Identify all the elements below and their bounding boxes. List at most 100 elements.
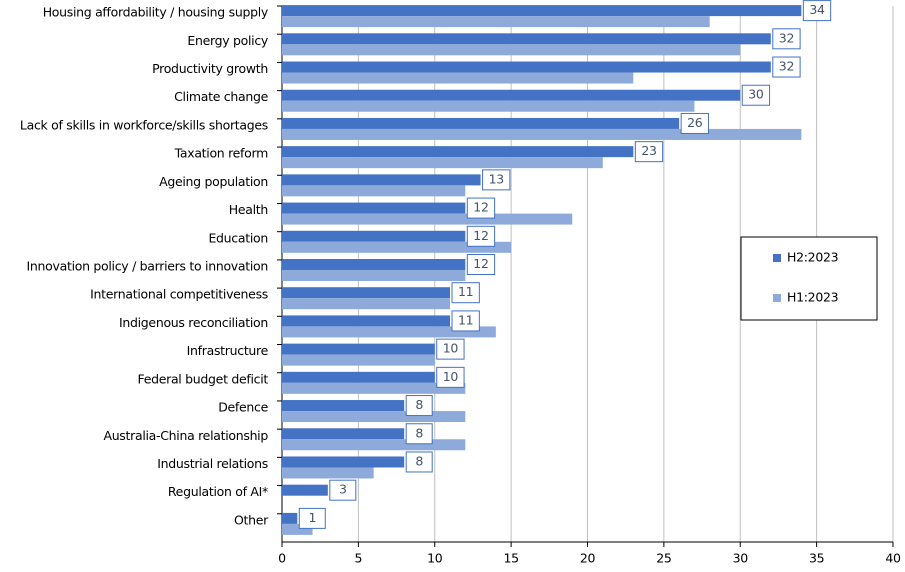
data-label-box	[405, 423, 433, 445]
y-tick-label: Health	[229, 202, 268, 217]
data-label: 12	[473, 256, 488, 271]
data-label-box	[329, 479, 357, 501]
data-label-box	[680, 112, 709, 134]
x-tick-label: 40	[885, 551, 901, 566]
data-label: 23	[641, 143, 656, 158]
data-label-box	[802, 0, 832, 22]
data-label-box	[436, 338, 465, 360]
data-label: 3	[339, 482, 347, 497]
data-label: 11	[458, 284, 473, 299]
y-tick-label: Defence	[218, 400, 268, 415]
y-tick-label: Indigenous reconciliation	[119, 315, 268, 330]
y-tick-label: Innovation policy / barriers to innovati…	[27, 259, 268, 274]
data-label: 8	[415, 397, 423, 412]
data-label: 32	[779, 59, 794, 74]
data-label: 11	[458, 312, 473, 327]
data-label-box	[482, 169, 511, 191]
y-tick-label: Industrial relations	[157, 456, 268, 471]
legend-label: H2:2023	[787, 250, 838, 265]
bar	[282, 5, 802, 17]
y-tick-label: Climate change	[174, 89, 268, 104]
y-tick-label: Education	[208, 230, 268, 245]
y-tick-label: Other	[234, 512, 269, 527]
bar	[282, 354, 435, 366]
bar	[282, 16, 710, 28]
data-label: 8	[415, 425, 423, 440]
data-label-box	[772, 56, 801, 78]
data-label: 10	[443, 341, 459, 356]
bar	[282, 33, 771, 45]
data-label-box	[451, 310, 480, 332]
legend-box	[740, 236, 878, 321]
bar	[282, 343, 435, 355]
data-label-box	[741, 84, 771, 106]
bar	[282, 298, 451, 310]
bar	[282, 439, 466, 451]
data-label: 32	[779, 30, 794, 45]
data-label-box	[405, 451, 433, 473]
bar	[282, 259, 466, 270]
data-label: 13	[489, 171, 504, 186]
bar	[282, 287, 451, 299]
data-label: 12	[473, 228, 488, 243]
legend-label: H1:2023	[787, 290, 838, 305]
data-label: 1	[308, 510, 316, 525]
x-tick-label: 15	[503, 551, 518, 566]
data-label-box	[405, 395, 433, 417]
data-label-box	[451, 282, 480, 304]
y-tick-label: Energy policy	[187, 33, 269, 48]
bar	[282, 411, 466, 423]
x-tick-label: 10	[427, 551, 443, 566]
bar	[282, 428, 405, 440]
bar	[282, 326, 496, 338]
x-tick-label: 20	[580, 551, 596, 566]
x-tick-label: 35	[809, 551, 824, 566]
bar	[282, 484, 328, 496]
y-tick-label: Ageing population	[159, 174, 268, 189]
y-tick-label: Federal budget deficit	[137, 371, 268, 386]
data-label: 26	[687, 115, 703, 130]
bar	[282, 157, 603, 169]
data-label: 30	[748, 87, 764, 102]
bar	[282, 128, 802, 140]
x-tick-label: 0	[278, 551, 286, 566]
bar	[282, 100, 695, 112]
data-label-box	[466, 254, 496, 275]
data-label-box	[466, 225, 496, 247]
y-tick-label: Lack of skills in workforce/skills short…	[20, 117, 268, 132]
bar	[282, 512, 298, 524]
bar	[282, 400, 405, 412]
y-tick-label: Productivity growth	[152, 61, 268, 76]
data-label-box	[436, 366, 465, 388]
bar	[282, 213, 573, 225]
bar	[282, 230, 466, 242]
bar	[282, 89, 741, 101]
y-tick-label: Taxation reform	[174, 146, 269, 161]
x-tick-label: 30	[733, 551, 749, 566]
bar	[282, 185, 466, 197]
bar	[282, 72, 634, 84]
bar	[282, 174, 481, 186]
x-tick-label: 25	[656, 551, 671, 566]
y-tick-label: Regulation of AI*	[168, 484, 268, 499]
data-label: 10	[443, 369, 459, 384]
bar	[282, 44, 741, 56]
bar	[282, 456, 405, 468]
y-tick-label: Housing affordability / housing supply	[43, 5, 269, 20]
bar	[282, 523, 313, 535]
bar	[282, 371, 435, 383]
bar	[282, 382, 466, 394]
bar	[282, 315, 451, 327]
data-label: 34	[809, 2, 825, 17]
data-label-box	[772, 28, 801, 50]
bar	[282, 146, 634, 158]
bar	[282, 467, 374, 479]
x-tick-label: 5	[355, 551, 363, 566]
data-label-box	[634, 141, 664, 163]
data-label-box	[466, 197, 496, 219]
bar	[282, 241, 512, 253]
data-label: 8	[415, 453, 423, 468]
legend-swatch	[773, 254, 781, 262]
y-tick-label: Australia-China relationship	[103, 428, 268, 443]
